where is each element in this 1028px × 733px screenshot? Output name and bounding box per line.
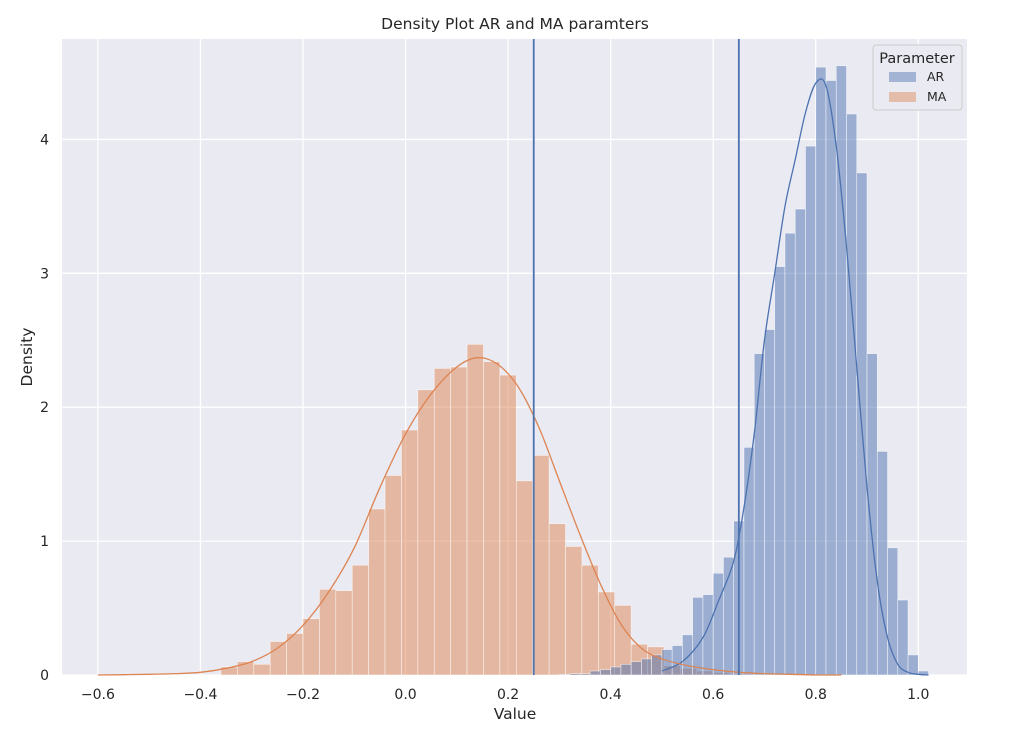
ma-bar-9 bbox=[368, 508, 386, 676]
chart-title: Density Plot AR and MA paramters bbox=[381, 15, 649, 33]
legend-title: Parameter bbox=[879, 51, 954, 67]
ma-bar-14 bbox=[450, 366, 468, 676]
legend-swatch-ar bbox=[889, 72, 916, 82]
ma-bar-13 bbox=[433, 368, 451, 676]
x-tick-label: −0.6 bbox=[81, 687, 115, 703]
ar-bar-28 bbox=[846, 113, 858, 676]
ma-bar-18 bbox=[515, 480, 534, 676]
ma-bar-3 bbox=[269, 641, 287, 676]
ma-kde-line bbox=[97, 356, 842, 676]
ar-bar-33 bbox=[897, 599, 909, 676]
ma-bar-21 bbox=[565, 546, 583, 676]
x-tick-label: 0.6 bbox=[702, 687, 724, 703]
ma-bar-10 bbox=[384, 475, 402, 676]
ar-bar-26 bbox=[825, 80, 837, 676]
y-tick-label: 4 bbox=[40, 132, 49, 148]
ar-bar-15 bbox=[712, 572, 724, 676]
ar-bar-4 bbox=[600, 669, 611, 676]
ma-bar-2 bbox=[253, 663, 271, 676]
ma-bar-17 bbox=[499, 374, 517, 676]
ar-bar-32 bbox=[887, 547, 899, 676]
ma-bar-15 bbox=[466, 343, 484, 676]
x-tick-label: −0.2 bbox=[286, 687, 320, 703]
ma-bar-12 bbox=[417, 389, 435, 676]
ar-bar-25 bbox=[815, 66, 827, 676]
ma-bar-19 bbox=[532, 455, 550, 676]
ar-bar-8 bbox=[641, 658, 652, 676]
ma-bar-8 bbox=[351, 564, 369, 676]
ar-bar-0 bbox=[559, 674, 570, 676]
x-axis-label: Value bbox=[494, 705, 537, 723]
ar-bar-20 bbox=[764, 329, 776, 676]
ar-kde-line bbox=[661, 78, 929, 676]
x-tick-label: 0.0 bbox=[394, 687, 416, 703]
ar-bar-21 bbox=[774, 266, 786, 676]
y-tick-label: 1 bbox=[40, 534, 49, 550]
x-tick-label: −0.4 bbox=[183, 687, 217, 703]
ar-bar-12 bbox=[682, 634, 693, 676]
legend-label-ma: MA bbox=[927, 89, 947, 104]
ma-bar-22 bbox=[581, 564, 599, 676]
y-tick-label: 3 bbox=[40, 266, 49, 282]
ar-bar-34 bbox=[907, 654, 919, 676]
tick-labels: −0.6 −0.4 −0.2 0.0 0.2 0.4 0.6 0.8 1.0 0 1 2 3 4 bbox=[40, 132, 929, 703]
ar-bar-23 bbox=[794, 208, 806, 676]
ma-bar-23 bbox=[598, 591, 616, 676]
y-axis-label: Density bbox=[18, 328, 36, 387]
ar-bar-7 bbox=[630, 661, 642, 676]
ar-bar-18 bbox=[743, 447, 755, 676]
ar-bar-5 bbox=[610, 666, 622, 676]
ma-bar-11 bbox=[401, 429, 419, 676]
ar-bar-11 bbox=[671, 645, 683, 676]
ar-bar-2 bbox=[579, 673, 591, 676]
legend: Parameter AR MA bbox=[872, 44, 963, 111]
ar-bar-22 bbox=[784, 232, 796, 676]
ma-bar-16 bbox=[483, 361, 501, 676]
ma-bar-5 bbox=[302, 618, 320, 676]
legend-swatch-ma bbox=[889, 92, 916, 102]
kde-curves bbox=[97, 78, 929, 676]
ma-bar-7 bbox=[335, 590, 353, 676]
ar-bar-30 bbox=[866, 353, 878, 676]
legend-box bbox=[872, 44, 963, 111]
ar-bar-24 bbox=[805, 145, 817, 676]
vertical-lines bbox=[532, 39, 740, 675]
ar-bar-31 bbox=[876, 451, 888, 676]
legend-label-ar: AR bbox=[927, 69, 945, 84]
ma-bar-20 bbox=[548, 523, 566, 676]
x-tick-label: 1.0 bbox=[907, 687, 929, 703]
ar-bar-19 bbox=[753, 353, 765, 676]
y-tick-label: 0 bbox=[40, 668, 49, 684]
x-tick-label: 0.4 bbox=[600, 687, 622, 703]
x-tick-label: 0.8 bbox=[805, 687, 827, 703]
ar-bar-6 bbox=[620, 663, 632, 676]
ar-bar-1 bbox=[569, 673, 581, 676]
x-tick-label: 0.2 bbox=[497, 687, 519, 703]
ar-bar-13 bbox=[692, 597, 704, 676]
ar-bar-3 bbox=[589, 670, 601, 676]
y-tick-label: 2 bbox=[40, 400, 49, 416]
